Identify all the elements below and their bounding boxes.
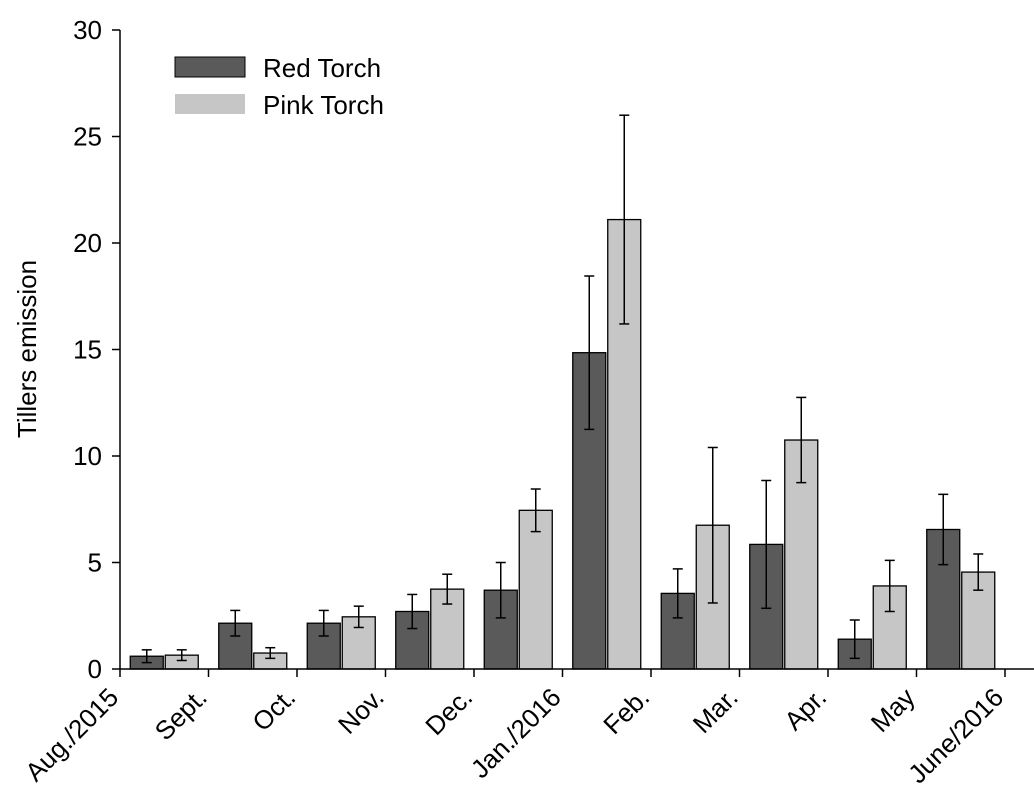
x-tick-label: Nov. xyxy=(332,682,390,740)
x-tick-label: Oct. xyxy=(246,682,301,737)
y-tick-label: 0 xyxy=(88,654,102,684)
bars-layer xyxy=(129,114,996,670)
legend-label-pink-torch: Pink Torch xyxy=(263,90,384,120)
y-tick-label: 20 xyxy=(73,228,102,258)
legend: Red Torch Pink Torch xyxy=(174,53,384,120)
legend-swatch-pink-torch xyxy=(175,94,245,114)
y-tick-label: 15 xyxy=(73,335,102,365)
x-tick-label: Dec. xyxy=(419,682,478,741)
x-ticks: Aug./2015 Sept. Oct. Nov. Dec.Jan./2016 Feb. M… xyxy=(19,669,1009,789)
y-axis-label: Tillers emission xyxy=(12,260,42,438)
y-tick-label: 30 xyxy=(73,15,102,45)
bar-pink-torch xyxy=(518,509,553,670)
x-tick-label: Jan./2016 xyxy=(465,682,567,784)
x-tick-label: Aug./2015 xyxy=(19,682,124,787)
y-tick-label: 5 xyxy=(88,548,102,578)
y-ticks: 0 5 10 15 20 25 30 xyxy=(73,15,120,684)
legend-label-red-torch: Red Torch xyxy=(263,53,381,83)
x-tick-label: May xyxy=(865,682,921,738)
x-tick-label: June/2016 xyxy=(902,682,1009,789)
y-tick-label: 25 xyxy=(73,122,102,152)
x-tick-label: Feb. xyxy=(597,682,655,740)
x-tick-label: Mar. xyxy=(687,682,744,739)
x-tick-label: Apr. xyxy=(778,682,832,736)
legend-swatch-red-torch xyxy=(174,56,246,78)
x-tick-label: Sept. xyxy=(149,682,213,746)
y-tick-label: 10 xyxy=(73,441,102,471)
